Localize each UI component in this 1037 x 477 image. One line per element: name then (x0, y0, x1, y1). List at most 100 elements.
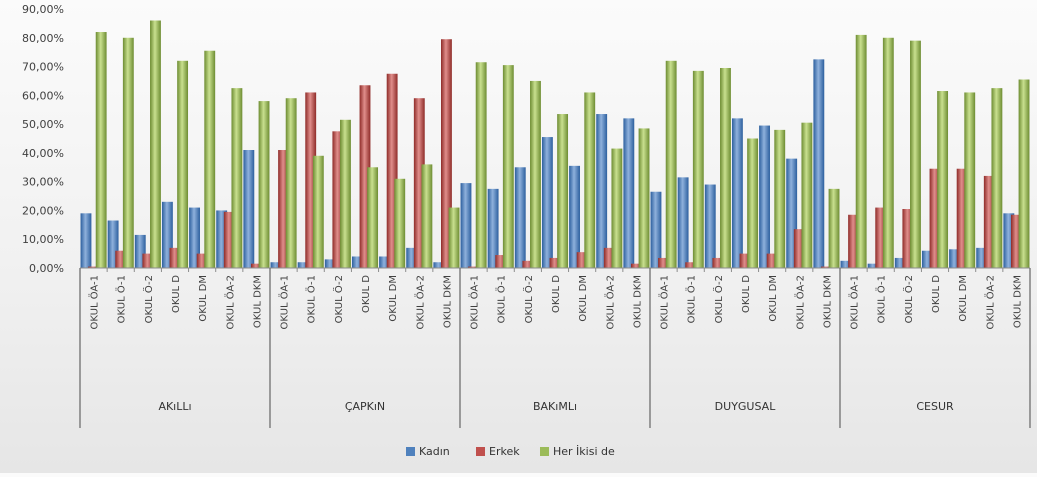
bar-kad-n (460, 183, 472, 268)
bar-kad-n (731, 118, 743, 268)
bar-kad-n (921, 250, 933, 268)
bar-kad-n (949, 249, 960, 268)
legend-label: Her İkisi de (553, 445, 615, 458)
bar-her-i-kisi-de (720, 67, 731, 269)
y-tick-label: 10,00% (22, 233, 64, 246)
bar-kad-n (840, 260, 852, 268)
bar-erkek (88, 266, 99, 268)
bar-kad-n (813, 59, 825, 268)
bar-erkek (685, 262, 697, 268)
x-tick-label: OKUL Ö-1 (305, 275, 318, 323)
bar-her-i-kisi-de (204, 50, 216, 269)
x-tick-label: OKUL DKM (822, 275, 833, 328)
x-tick-label: OKUL ÖA-2 (793, 275, 806, 330)
x-tick-label: OKUL D (171, 275, 182, 313)
bar-kad-n (596, 114, 608, 268)
bar-her-i-kisi-de (774, 129, 786, 268)
bar-her-i-kisi-de (991, 88, 1003, 268)
bar-her-i-kisi-de (882, 37, 894, 268)
bar-kad-n (216, 210, 228, 268)
x-tick-label: OKUL DKM (252, 275, 263, 328)
bar-her-i-kisi-de (910, 40, 921, 268)
bar-kad-n (406, 247, 418, 268)
bar-erkek (413, 98, 425, 269)
x-tick-label: OKUL ÖA-1 (88, 275, 101, 330)
bar-kad-n (324, 259, 336, 268)
bar-erkek (359, 85, 371, 268)
bar-kad-n (161, 201, 173, 268)
y-tick-label: 0,00% (29, 262, 64, 275)
bar-her-i-kisi-de (665, 60, 677, 268)
bar-erkek (848, 214, 859, 268)
bar-her-i-kisi-de (367, 167, 379, 268)
x-tick-label: OKUL D (931, 275, 942, 313)
bar-her-i-kisi-de (855, 34, 867, 269)
legend-swatch (406, 447, 415, 456)
bar-erkek (739, 253, 751, 268)
bar-erkek (875, 207, 887, 268)
bar-her-i-kisi-de (530, 80, 541, 268)
bar-her-i-kisi-de (95, 32, 107, 268)
bar-kad-n (134, 234, 146, 268)
bar-kad-n (243, 150, 255, 268)
bar-her-i-kisi-de (122, 37, 134, 268)
bar-erkek (631, 263, 642, 268)
x-tick-label: OKUL DKM (442, 275, 453, 328)
x-tick-label: OKUL D (741, 275, 752, 313)
bar-kad-n (894, 257, 906, 268)
bar-kad-n (786, 158, 798, 268)
bar-kad-n (80, 213, 92, 268)
bar-kad-n (541, 137, 553, 268)
legend-swatch (540, 447, 549, 456)
bar-erkek (332, 131, 344, 268)
bar-erkek (196, 253, 208, 268)
x-tick-label: OKUL ÖA-1 (658, 275, 671, 330)
bar-her-i-kisi-de (747, 138, 759, 268)
bar-kad-n (650, 191, 662, 268)
x-tick-label: OKUL Ö-1 (115, 275, 128, 323)
x-tick-label: OKUL DM (388, 275, 399, 322)
x-tick-label: OKUL DM (958, 275, 969, 322)
bar-her-i-kisi-de (312, 155, 324, 268)
bar-erkek (603, 247, 615, 268)
x-tick-label: OKUL Ö-1 (495, 275, 508, 323)
x-tick-label: OKUL Ö-2 (332, 275, 345, 323)
group-label: ÇAPKıN (345, 400, 385, 413)
y-tick-label: 70,00% (22, 61, 64, 74)
bar-erkek (983, 175, 995, 268)
bar-her-i-kisi-de (692, 70, 704, 269)
bar-her-i-kisi-de (1018, 79, 1030, 268)
bar-her-i-kisi-de (638, 128, 650, 268)
x-tick-label: OKUL Ö-1 (685, 275, 698, 323)
x-tick-label: OKUL ÖA-1 (468, 275, 481, 330)
x-tick-label: OKUL DKM (632, 275, 643, 328)
x-tick-label: OKUL DM (578, 275, 589, 322)
x-tick-label: OKUL Ö-2 (902, 275, 915, 323)
bar-erkek (821, 266, 832, 268)
bar-erkek (549, 257, 561, 268)
x-tick-label: OKUL ÖA-2 (223, 275, 236, 330)
x-tick-label: OKUL D (361, 275, 372, 313)
bar-erkek (278, 150, 289, 268)
bar-her-i-kisi-de (258, 101, 270, 268)
bar-erkek (1011, 214, 1022, 268)
bar-kad-n (351, 256, 363, 268)
bar-erkek (658, 257, 669, 268)
x-tick-label: OKUL ÖA-2 (603, 275, 616, 330)
x-tick-label: OKUL Ö-1 (875, 275, 888, 323)
bar-kad-n (107, 220, 119, 268)
bar-kad-n (867, 263, 879, 268)
bar-her-i-kisi-de (964, 92, 976, 269)
bar-erkek (495, 255, 507, 268)
y-tick-label: 60,00% (22, 89, 64, 102)
bar-her-i-kisi-de (475, 62, 487, 268)
x-tick-label: OKUL D (551, 275, 562, 313)
y-tick-label: 80,00% (22, 32, 64, 45)
y-tick-label: 90,00% (22, 3, 64, 16)
group-label: CESUR (916, 400, 954, 413)
bar-her-i-kisi-de (937, 91, 949, 269)
x-tick-label: OKUL Ö-2 (142, 275, 155, 323)
bar-kad-n (379, 256, 390, 268)
bar-kad-n (189, 207, 200, 268)
